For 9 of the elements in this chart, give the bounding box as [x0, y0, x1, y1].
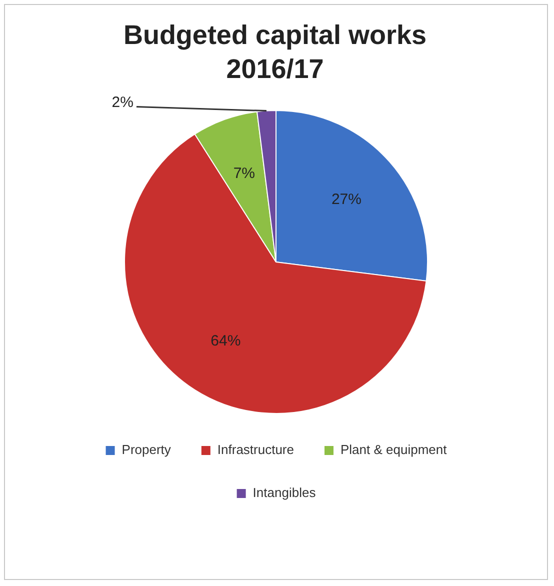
legend-label: Property [122, 442, 172, 458]
data-label: 64% [210, 332, 241, 350]
data-label: 27% [331, 191, 362, 208]
legend-label: Plant & equipment [340, 442, 448, 458]
legend-label: Intangibles [252, 485, 316, 500]
data-label: 2% [112, 94, 134, 111]
legend-label: Infrastructure [217, 442, 294, 458]
chart-title: Budgeted capital works 2016/17 [122, 19, 428, 86]
data-label: 7% [233, 164, 256, 182]
